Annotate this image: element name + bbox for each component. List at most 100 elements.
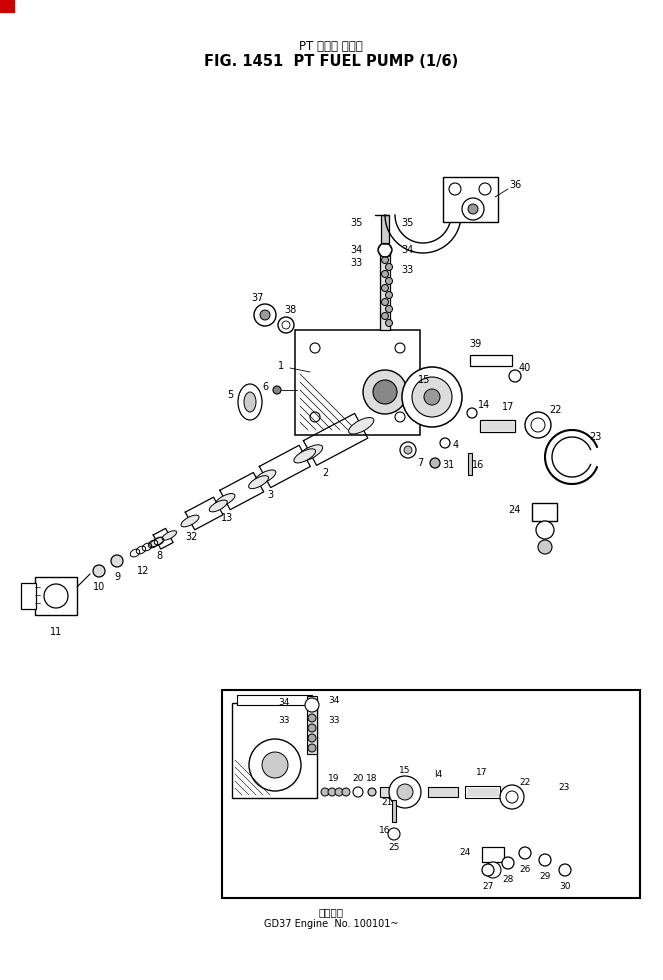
Ellipse shape [249,475,269,489]
Ellipse shape [238,384,262,420]
Ellipse shape [210,500,227,512]
Text: 39: 39 [469,339,481,349]
Circle shape [402,367,462,427]
Text: 適用番号: 適用番号 [318,907,343,917]
Circle shape [273,386,281,394]
Bar [35,577,77,615]
Circle shape [539,854,551,866]
Circle shape [485,862,501,878]
Text: I4: I4 [434,769,442,778]
Circle shape [500,785,524,809]
Ellipse shape [215,494,235,507]
Text: 15: 15 [399,765,411,774]
Text: 38: 38 [284,305,296,315]
Text: 33: 33 [351,258,363,268]
Circle shape [519,847,531,859]
Circle shape [462,198,484,220]
Bar [392,800,396,822]
Circle shape [308,714,316,722]
Text: 22: 22 [549,405,562,415]
Circle shape [328,788,336,796]
Text: 11: 11 [50,627,62,637]
Circle shape [249,739,301,791]
Bar [0,0,14,12]
Circle shape [342,788,350,796]
Bar [295,330,420,435]
Text: 34: 34 [328,696,339,705]
Circle shape [385,277,392,284]
Circle shape [278,317,294,333]
Text: 35: 35 [351,218,363,228]
Circle shape [538,540,552,554]
Text: 37: 37 [251,293,263,303]
Circle shape [400,442,416,458]
Bar [381,215,389,243]
Circle shape [381,299,389,306]
Circle shape [373,380,397,404]
Circle shape [381,284,389,291]
Text: 3: 3 [267,490,273,500]
Circle shape [335,788,343,796]
Bar [443,177,498,222]
Circle shape [308,724,316,732]
Circle shape [502,857,514,869]
Bar [428,787,458,797]
Text: 36: 36 [509,180,521,190]
Text: 20: 20 [352,773,364,782]
Bar [465,786,500,798]
Circle shape [254,304,276,326]
Text: 10: 10 [93,582,105,592]
Circle shape [536,521,554,539]
Bar [307,696,317,754]
Text: 33: 33 [328,715,339,724]
Text: 16: 16 [379,825,391,835]
Circle shape [378,243,392,257]
Text: 15: 15 [418,375,430,385]
Circle shape [308,734,316,742]
Bar [470,355,512,366]
Text: 8: 8 [156,551,162,561]
Ellipse shape [294,449,316,463]
Text: GD37 Engine  No. 100101~: GD37 Engine No. 100101~ [264,919,398,929]
Circle shape [468,204,478,214]
Text: 24: 24 [508,505,520,515]
Circle shape [385,306,392,313]
Text: 33: 33 [401,265,413,275]
Circle shape [308,744,316,752]
Text: 17: 17 [476,767,488,776]
Circle shape [482,864,494,876]
Bar [380,250,390,330]
Text: FIG. 1451  PT FUEL PUMP (1/6): FIG. 1451 PT FUEL PUMP (1/6) [204,55,458,70]
Circle shape [93,565,105,577]
Circle shape [111,555,123,567]
Bar [468,453,472,475]
Text: 27: 27 [482,881,494,891]
Text: 40: 40 [519,363,531,373]
Circle shape [305,698,319,712]
Circle shape [353,787,363,797]
Text: 22: 22 [519,777,530,787]
Text: 18: 18 [366,773,378,782]
Text: 35: 35 [401,218,413,228]
Text: 5: 5 [227,390,233,400]
Bar [222,690,640,898]
Circle shape [424,389,440,405]
Circle shape [321,788,329,796]
Text: 29: 29 [539,871,551,880]
Bar [532,503,557,521]
Circle shape [467,408,477,418]
Text: PT フェル ポンプ: PT フェル ポンプ [299,40,363,54]
Circle shape [559,864,571,876]
Bar [467,788,498,796]
Circle shape [404,446,412,454]
Circle shape [525,412,551,438]
Text: 6: 6 [262,382,268,392]
Circle shape [440,438,450,448]
Circle shape [363,370,407,414]
Text: 7: 7 [417,458,423,468]
Circle shape [385,319,392,326]
Circle shape [381,313,389,319]
Text: 26: 26 [519,864,530,873]
Bar [232,703,317,798]
Text: 9: 9 [114,572,120,582]
